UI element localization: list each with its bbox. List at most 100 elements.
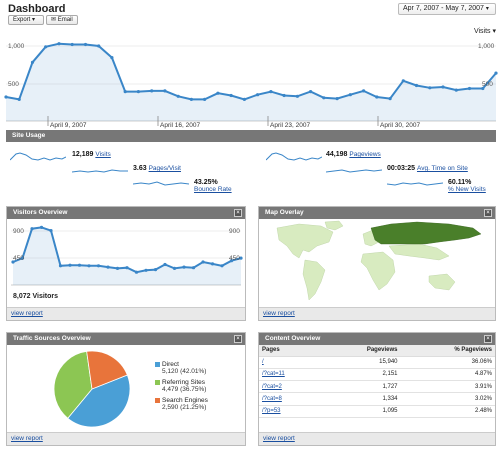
site-usage-header: Site Usage [6, 130, 496, 142]
data-point [176, 94, 180, 98]
map-view-report-link[interactable]: view report [263, 310, 295, 317]
traffic-view-report-link[interactable]: view report [11, 435, 43, 442]
visitors-title: Visitors Overview [13, 209, 68, 216]
newvisits-sparkline [387, 182, 443, 186]
close-icon[interactable]: × [484, 335, 492, 343]
data-point [375, 95, 379, 99]
close-icon[interactable]: × [234, 335, 242, 343]
data-point [136, 90, 140, 94]
visitors-total: 8,072 Visitors [13, 293, 59, 300]
visitors-chart[interactable]: 900 450 900 450 [7, 221, 245, 291]
legend-swatch [155, 397, 160, 403]
pct-cell: 3.91% [400, 380, 495, 394]
week-label: April 9, 2007 [50, 122, 87, 129]
week-label: April 16, 2007 [160, 122, 200, 129]
pageviews-cell: 2,151 [321, 368, 401, 382]
date-range-picker[interactable]: Apr 7, 2007 - May 7, 2007 ▾ [398, 3, 496, 15]
data-point [242, 97, 246, 101]
legend-referring: Referring Sites 4,479 (36.75%) [155, 379, 206, 393]
data-point [134, 270, 139, 274]
visitors-view-report-link[interactable]: view report [11, 310, 43, 317]
newvisits-link[interactable]: % New Visits [448, 186, 486, 193]
page-link[interactable]: /?cat=8 [262, 396, 282, 403]
visits-stat: 12,189 Visits [72, 151, 111, 158]
pageviews-sparkline [266, 152, 322, 161]
content-footer: view report [259, 432, 495, 445]
export-button[interactable]: Export ▾ [8, 15, 44, 25]
metric-select[interactable]: Visits ▾ [473, 28, 496, 35]
data-point [97, 44, 101, 48]
ppv-link[interactable]: Pages/Visit [148, 165, 181, 172]
close-icon[interactable]: × [484, 209, 492, 217]
pageviews-link[interactable]: Pageviews [349, 151, 381, 158]
data-point [110, 56, 114, 60]
col-pages: Pages [259, 345, 322, 357]
legend-direct: Direct 5,120 (42.01%) [155, 361, 206, 375]
data-point [239, 256, 243, 260]
data-point [87, 264, 91, 268]
data-point [163, 89, 167, 93]
data-point [428, 86, 432, 90]
page-link[interactable]: /?cat=2 [262, 383, 282, 390]
visits-series [4, 42, 498, 122]
data-point [348, 93, 352, 97]
visitors-header: Visitors Overview × [7, 207, 245, 219]
data-point [77, 263, 82, 267]
data-point [30, 60, 35, 64]
page-link[interactable]: /?cat=11 [262, 371, 285, 378]
data-point [4, 95, 8, 99]
data-point [106, 265, 110, 269]
bounce-sparkline [133, 181, 189, 186]
ppv-stat: 3.63 Pages/Visit [133, 165, 181, 172]
map-header: Map Overlay × [259, 207, 495, 219]
world-map[interactable] [259, 220, 495, 307]
africa-shape [360, 251, 396, 291]
page-link[interactable]: / [262, 359, 264, 366]
y-label-900-right: 900 [229, 228, 240, 235]
legend-value: 2,590 (21.25%) [162, 404, 207, 411]
data-point [70, 42, 74, 47]
australia-shape [428, 273, 456, 291]
page-link[interactable]: /?p=53 [262, 408, 281, 415]
ppv-value: 3.63 [133, 165, 147, 172]
pageviews-value: 44,198 [326, 151, 348, 158]
ppv-sparkline [72, 169, 128, 173]
traffic-pie-chart[interactable] [37, 349, 147, 429]
bounce-link[interactable]: Bounce Rate [194, 186, 232, 193]
pageviews-stat: 44,198 Pageviews [326, 151, 381, 158]
data-point [39, 225, 44, 229]
close-icon[interactable]: × [234, 209, 242, 217]
content-view-report-link[interactable]: view report [263, 435, 295, 442]
data-point [441, 85, 445, 89]
data-point [335, 97, 339, 101]
pct-cell: 3.02% [400, 392, 495, 406]
content-table: Pages Pageviews % Pageviews / 15,940 36.06… [259, 345, 495, 418]
data-point [322, 96, 326, 100]
data-point [11, 260, 15, 264]
time-link[interactable]: Avg. Time on Site [416, 165, 468, 172]
y-label-500-left: 500 [8, 81, 19, 88]
table-row: /?cat=8 1,334 3.02% [259, 392, 495, 406]
time-stat: 00:03:25 Avg. Time on Site [387, 165, 468, 172]
russia-highlight-shape [370, 221, 482, 245]
email-button[interactable]: ✉ Email [46, 15, 78, 25]
time-sparkline [326, 169, 382, 173]
data-point [282, 93, 286, 98]
content-header: Content Overview × [259, 333, 495, 345]
data-point [229, 259, 234, 263]
table-row: / 15,940 36.06% [259, 356, 495, 369]
data-point [17, 97, 21, 101]
site-usage-title: Site Usage [12, 132, 46, 139]
data-point [68, 263, 72, 267]
visits-sparkline [10, 152, 66, 161]
visits-chart[interactable]: 1,000 500 1,000 500 April 9, 2007 April … [0, 36, 500, 130]
south-america-shape [302, 259, 326, 301]
data-point [96, 264, 101, 268]
bounce-value: 43.25% [194, 179, 218, 186]
data-point [454, 88, 458, 92]
traffic-header: Traffic Sources Overview × [7, 333, 245, 345]
data-point [362, 89, 366, 93]
data-point [58, 264, 63, 268]
pct-cell: 36.06% [400, 356, 495, 369]
visits-link[interactable]: Visits [95, 151, 111, 158]
